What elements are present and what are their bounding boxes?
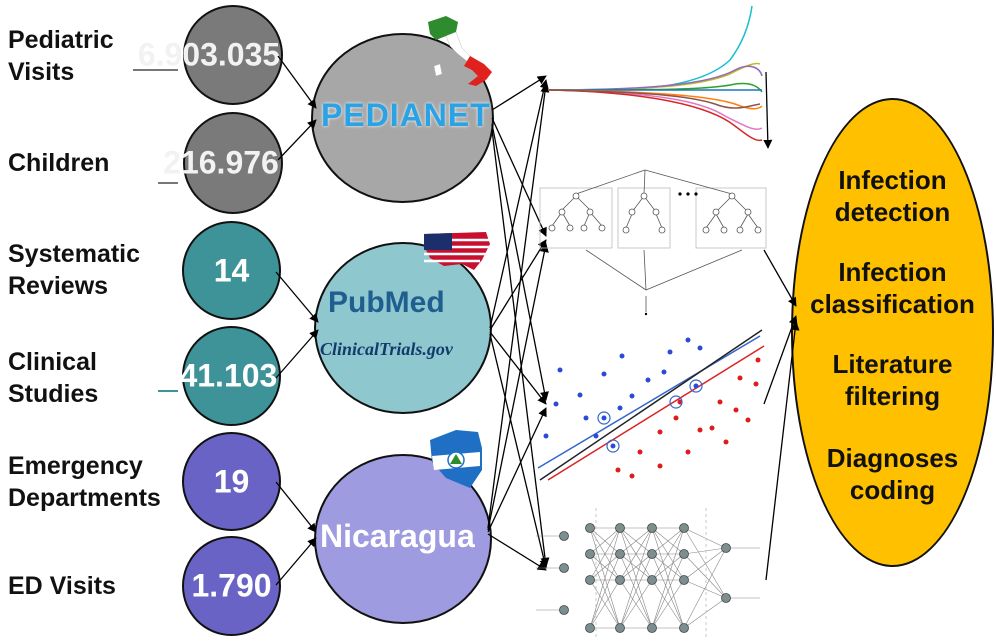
source-to-model-arrows [487,75,550,571]
model-neural-network [536,508,760,640]
label-clinical-studies-line1: Clinical [8,348,97,376]
source-circle-pedianet: PEDIANET [311,33,494,203]
count-children: 216.976 [163,144,279,181]
model-to-task-arrows [763,71,800,581]
count-circle-pediatric-visits: 6.903.035 [138,5,283,105]
tasks-oval: Infection detection Infection classificati… [791,98,994,567]
count-clinical-studies: 241.103 [161,357,278,394]
count-circle-children: 216.976 [163,112,283,214]
label-pediatric-visits-line1: Pediatric [8,26,114,54]
label-ed-visits: ED Visits [8,572,116,600]
count-systematic-reviews: 14 [213,252,250,288]
model-svm-scatter [537,329,765,481]
model-curves-plot [547,5,763,142]
count-to-source-arrows [275,55,319,586]
label-systematic-reviews: Systematic Reviews [8,238,140,302]
count-circle-clinical-studies: 241.103 [162,326,281,426]
label-pediatric-visits: Pediatric Visits [8,24,114,88]
nicaragua-flag-map-icon [430,430,482,488]
label-pediatric-visits-line2: Visits [8,58,75,86]
italy-map-icon [428,16,492,86]
task-infection-classification: Infection classification [810,257,975,319]
label-emergency-departments-line1: Emergency [8,452,143,480]
model-random-forest [539,169,767,316]
clinicaltrials-logo: ClinicalTrials.gov [320,339,453,359]
usa-flag-map-icon [424,232,490,270]
label-children: Children [8,149,110,177]
count-circle-systematic-reviews: 14 [182,221,281,320]
count-pediatric-visits: 6.903.035 [137,36,281,73]
task-infection-detection: Infection detection [834,165,951,227]
pubmed-logo: PubMed [328,286,445,319]
label-clinical-studies: Clinical Studies [8,346,98,410]
leading-digit-underlines [133,69,178,392]
label-systematic-reviews-line1: Systematic [8,240,141,268]
nicaragua-label: Nicaragua [320,518,475,554]
task-literature-filtering: Literature filtering [832,349,953,411]
label-emergency-departments: Emergency Departments [8,450,161,514]
label-systematic-reviews-line2: Reviews [8,272,109,300]
source-circle-nicaragua: Nicaragua [314,454,492,624]
label-emergency-departments-line2: Departments [8,484,161,512]
label-clinical-studies-line2: Studies [8,380,99,408]
count-circle-emergency-departments: 19 [182,432,281,531]
count-ed-visits: 1.790 [191,567,272,604]
task-diagnoses-coding: Diagnoses coding [826,443,959,505]
count-circle-ed-visits: 1.790 [182,536,281,636]
count-emergency-departments: 19 [213,463,250,499]
pedianet-logo: PEDIANET [321,97,491,133]
source-circle-pubmed: PubMed ClinicalTrials.gov [314,242,492,414]
